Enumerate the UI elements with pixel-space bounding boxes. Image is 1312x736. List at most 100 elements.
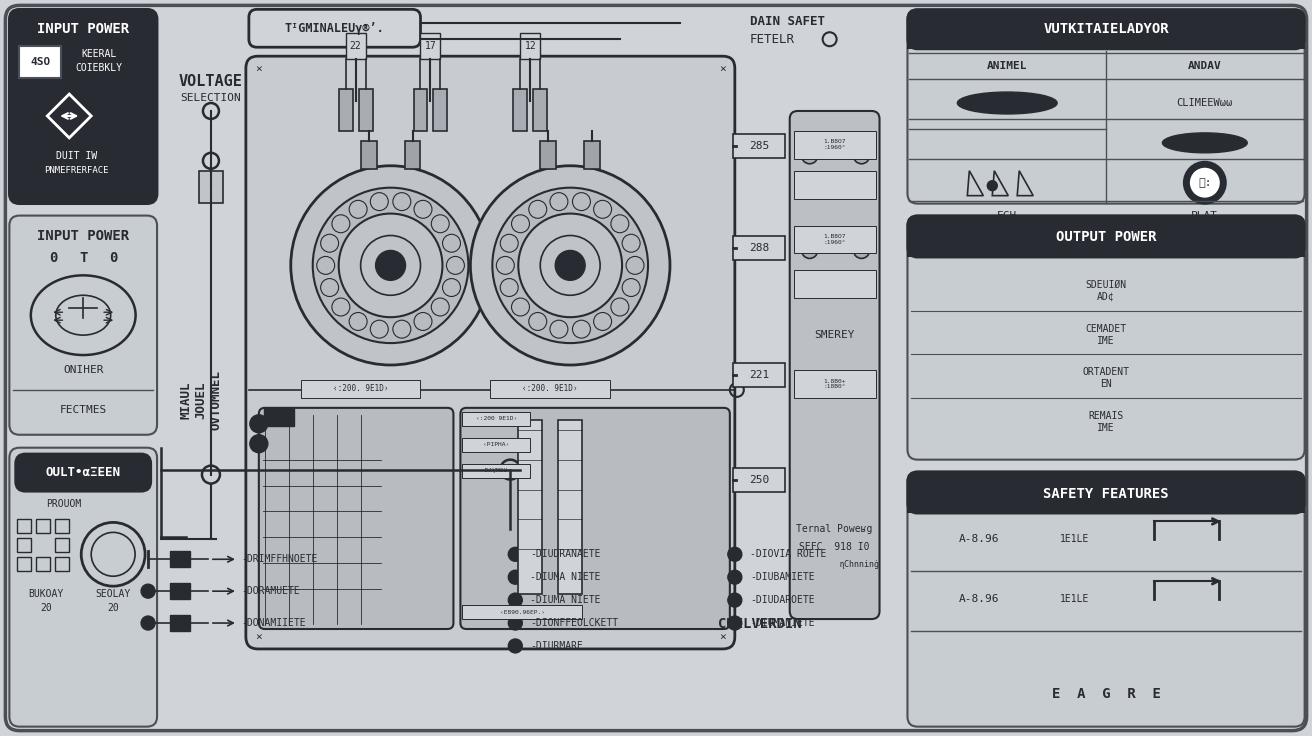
Bar: [17, 557, 31, 571]
Text: -DONAMIIETE: -DONAMIIETE: [241, 618, 306, 628]
Bar: [541, 141, 556, 169]
Circle shape: [320, 278, 338, 297]
FancyBboxPatch shape: [908, 10, 1304, 49]
Text: ɳChnninġ: ɳChnninġ: [840, 560, 879, 569]
Text: 20: 20: [41, 603, 52, 613]
Text: CEMADET
IME: CEMADET IME: [1085, 325, 1127, 346]
Text: -DRIMFFHNOETE: -DRIMFFHNOETE: [241, 554, 318, 565]
Circle shape: [518, 213, 622, 317]
Bar: [908, 29, 1304, 49]
FancyBboxPatch shape: [908, 472, 1304, 514]
Circle shape: [442, 278, 461, 297]
Circle shape: [508, 570, 522, 584]
Text: 0: 0: [49, 252, 58, 266]
Circle shape: [854, 148, 870, 164]
Text: PLAT: PLAT: [1191, 210, 1219, 221]
Bar: [513, 89, 527, 131]
FancyBboxPatch shape: [908, 472, 1304, 726]
Circle shape: [508, 616, 522, 630]
Bar: [421, 33, 441, 59]
Circle shape: [508, 639, 522, 653]
Bar: [361, 141, 377, 169]
Text: -DIONFFEOLCKETT: -DIONFFEOLCKETT: [530, 618, 618, 628]
Circle shape: [541, 236, 600, 295]
Circle shape: [728, 548, 741, 562]
Text: MIAUL
JOUEL
OVTOMNEL: MIAUL JOUEL OVTOMNEL: [180, 370, 223, 430]
Bar: [462, 438, 530, 452]
Circle shape: [500, 278, 518, 297]
Bar: [433, 89, 447, 131]
Text: 1E1LE: 1E1LE: [1059, 594, 1089, 604]
Circle shape: [142, 584, 155, 598]
Circle shape: [550, 193, 568, 210]
Bar: [462, 605, 583, 619]
Text: E  A  G  R  E: E A G R E: [1052, 687, 1161, 701]
Text: 1.B8O7
:1960°: 1.B8O7 :1960°: [824, 234, 846, 245]
Circle shape: [572, 193, 590, 210]
Text: ANIMEL: ANIMEL: [987, 61, 1027, 71]
Text: A-8.96: A-8.96: [959, 534, 1000, 545]
Circle shape: [496, 256, 514, 275]
Text: -DIUMA NIETE: -DIUMA NIETE: [530, 595, 601, 605]
Text: -DIUMA NIETE: -DIUMA NIETE: [530, 572, 601, 582]
Circle shape: [626, 256, 644, 275]
Text: VOLTAGE: VOLTAGE: [178, 74, 243, 88]
Text: ONIHER: ONIHER: [63, 365, 104, 375]
Text: ×: ×: [719, 64, 727, 74]
Ellipse shape: [56, 295, 110, 335]
Bar: [521, 33, 541, 59]
FancyBboxPatch shape: [16, 453, 151, 492]
Text: KEERAL: KEERAL: [81, 49, 117, 59]
Circle shape: [249, 415, 268, 433]
Text: -DIUBAMIETE: -DIUBAMIETE: [749, 572, 815, 582]
Text: ORTADENT
EN: ORTADENT EN: [1082, 367, 1130, 389]
Circle shape: [370, 320, 388, 338]
Circle shape: [316, 256, 335, 275]
Text: ‹E890.96EP.›: ‹E890.96EP.›: [500, 609, 544, 615]
Circle shape: [203, 153, 219, 169]
Text: 250: 250: [749, 475, 769, 484]
Text: ×: ×: [256, 64, 262, 74]
Text: ×: ×: [719, 632, 727, 642]
Text: ‹:200. 9E1D›: ‹:200. 9E1D›: [522, 384, 579, 394]
Text: -DIUDAROETE: -DIUDAROETE: [749, 595, 815, 605]
Text: 17: 17: [425, 41, 437, 52]
Bar: [794, 270, 875, 298]
Text: FECTMES: FECTMES: [59, 405, 106, 415]
Text: COIEBKLY: COIEBKLY: [76, 63, 123, 73]
Ellipse shape: [958, 92, 1057, 114]
Circle shape: [446, 256, 464, 275]
Bar: [171, 615, 190, 631]
Circle shape: [432, 298, 449, 316]
Text: OUTPUT POWER: OUTPUT POWER: [1056, 230, 1156, 244]
Circle shape: [442, 234, 461, 252]
FancyBboxPatch shape: [908, 216, 1304, 258]
Bar: [37, 520, 50, 534]
Bar: [171, 583, 190, 599]
Bar: [533, 89, 547, 131]
Bar: [584, 141, 600, 169]
FancyBboxPatch shape: [790, 111, 879, 619]
Circle shape: [320, 234, 338, 252]
Bar: [794, 171, 875, 199]
Text: 4SO: 4SO: [30, 57, 50, 67]
Circle shape: [349, 200, 367, 219]
Ellipse shape: [30, 275, 135, 355]
Circle shape: [555, 250, 585, 280]
Bar: [55, 520, 70, 534]
Text: Ternal Poweʁg: Ternal Poweʁg: [796, 524, 872, 534]
Bar: [413, 89, 428, 131]
Text: 22: 22: [350, 41, 362, 52]
Circle shape: [529, 200, 547, 219]
FancyBboxPatch shape: [249, 10, 421, 47]
Circle shape: [432, 215, 449, 233]
Text: -DIOVIA ROETE: -DIOVIA ROETE: [749, 549, 827, 559]
Text: DAIN SAFET: DAIN SAFET: [749, 15, 825, 28]
Circle shape: [500, 234, 518, 252]
Bar: [908, 238, 1304, 258]
Text: DUIT IW: DUIT IW: [55, 151, 97, 160]
Bar: [462, 464, 530, 478]
Circle shape: [370, 193, 388, 210]
Bar: [733, 134, 785, 158]
Bar: [338, 89, 353, 131]
